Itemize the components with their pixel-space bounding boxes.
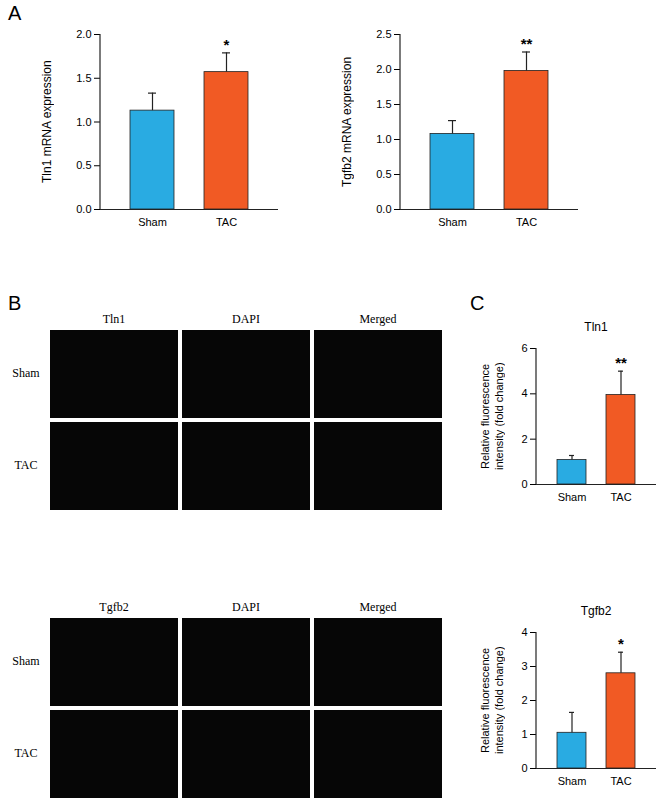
- html-text:TAC: TAC: [14, 458, 38, 472]
- svg-text:0: 0: [521, 762, 527, 774]
- svg-text:6: 6: [521, 342, 527, 354]
- html-text:Tln1: Tln1: [584, 320, 608, 334]
- html-text:Merged: Merged: [359, 600, 397, 614]
- html-text:Tln1: Tln1: [102, 312, 126, 326]
- html-text:Sham: Sham: [12, 366, 40, 380]
- svg-text:Sham: Sham: [558, 491, 587, 503]
- html-text:Tgfb2: Tgfb2: [580, 604, 612, 618]
- html-text:DAPI: DAPI: [232, 600, 260, 614]
- svg-text:1.0: 1.0: [76, 116, 91, 128]
- svg-text:0.0: 0.0: [76, 203, 91, 215]
- svg-text:TAC: TAC: [610, 775, 631, 787]
- html-text:A: A: [8, 2, 22, 24]
- svg-text:4: 4: [521, 626, 527, 638]
- svg-text:1.0: 1.0: [376, 133, 391, 145]
- svg-text:0.0: 0.0: [376, 203, 391, 215]
- svg-text:2.0: 2.0: [76, 28, 91, 40]
- svg-text:0.5: 0.5: [76, 159, 91, 171]
- html-text:Sham: Sham: [12, 654, 40, 668]
- svg-text:*: *: [618, 635, 624, 652]
- svg-text:2.5: 2.5: [376, 28, 391, 40]
- html-text:DAPI: DAPI: [232, 312, 260, 326]
- svg-text:Sham: Sham: [438, 216, 467, 228]
- svg-text:Sham: Sham: [138, 216, 167, 228]
- svg-text:0: 0: [521, 478, 527, 490]
- svg-text:4: 4: [521, 387, 527, 399]
- svg-text:TAC: TAC: [516, 216, 537, 228]
- svg-text:TAC: TAC: [610, 491, 631, 503]
- html-text:Tgfb2: Tgfb2: [99, 600, 129, 614]
- html-text:B: B: [8, 292, 22, 314]
- html-text:Relative fluorescence intensit: Relative fluorescence intensity (fold ch…: [479, 362, 505, 470]
- svg-text:0.5: 0.5: [376, 168, 391, 180]
- html-text:Merged: Merged: [359, 312, 397, 326]
- svg-text:**: **: [615, 354, 627, 371]
- html-text:Relative fluorescence intensit: Relative fluorescence intensity (fold ch…: [479, 646, 505, 754]
- svg-text:3: 3: [521, 660, 527, 672]
- svg-text:2: 2: [521, 694, 527, 706]
- html-text:TAC: TAC: [14, 746, 38, 760]
- svg-text:2: 2: [521, 433, 527, 445]
- svg-text:Sham: Sham: [558, 775, 587, 787]
- svg-text:**: **: [521, 35, 533, 52]
- html-text:C: C: [470, 292, 485, 314]
- svg-text:1.5: 1.5: [76, 72, 91, 84]
- svg-text:1: 1: [521, 728, 527, 740]
- svg-text:*: *: [224, 36, 230, 53]
- html-text:Tln1 mRNA expression: Tln1 mRNA expression: [40, 60, 54, 183]
- svg-text:1.5: 1.5: [376, 98, 391, 110]
- html-text:Tgfb2 mRNA expression: Tgfb2 mRNA expression: [340, 56, 354, 187]
- svg-text:TAC: TAC: [216, 216, 237, 228]
- svg-text:2.0: 2.0: [376, 63, 391, 75]
